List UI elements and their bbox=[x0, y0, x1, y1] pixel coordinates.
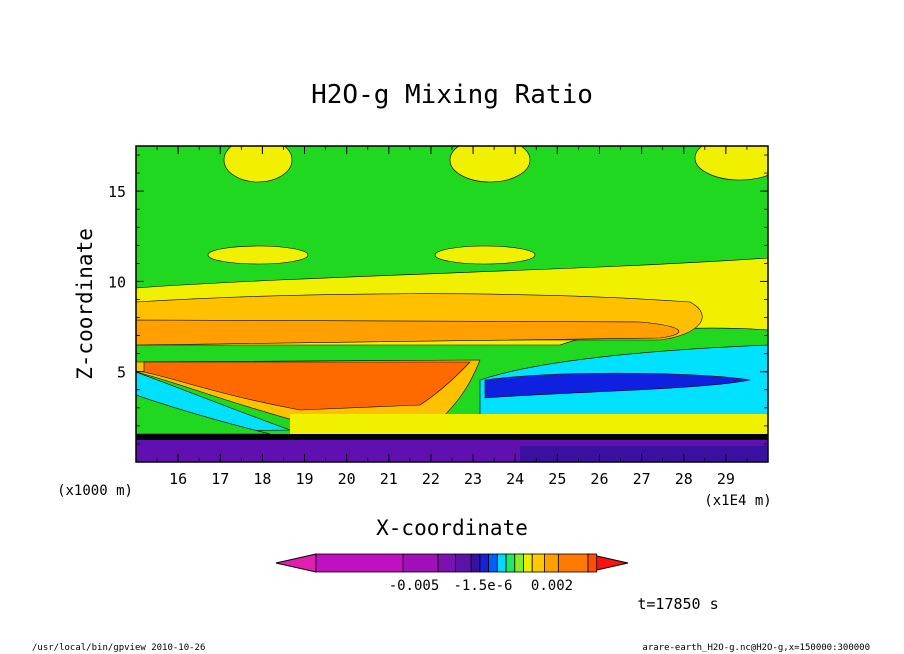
x-tick-label: 29 bbox=[717, 470, 735, 488]
colorbar-cell bbox=[514, 553, 524, 573]
y-axis: 5 10 15 bbox=[108, 154, 768, 445]
colorbar-cell bbox=[587, 553, 598, 573]
colorbar-cell bbox=[505, 553, 516, 573]
colorbar-tick-label: 0.002 bbox=[531, 578, 573, 594]
band-blue bbox=[484, 372, 751, 399]
band-dark-orange bbox=[136, 319, 680, 346]
y-axis-title: Z-coordinate bbox=[73, 228, 97, 380]
x-unit-label: (x1E4 m) bbox=[704, 493, 771, 509]
colorbar-cell bbox=[523, 553, 533, 573]
boundary-line bbox=[136, 434, 768, 440]
x-axis-title: X-coordinate bbox=[376, 516, 528, 540]
x-tick-label: 24 bbox=[506, 470, 524, 488]
x-tick-label: 18 bbox=[253, 470, 271, 488]
colorbar-tick-labels: -0.005 -1.5e-6 0.002 bbox=[389, 578, 573, 594]
colorbar-tick-label: -0.005 bbox=[389, 578, 440, 594]
plot-area bbox=[136, 146, 768, 462]
x-tick-label: 16 bbox=[169, 470, 187, 488]
colorbar-arrow-left bbox=[275, 553, 317, 573]
colorbar bbox=[275, 553, 629, 573]
x-tick-label: 20 bbox=[338, 470, 356, 488]
y-tick-label: 15 bbox=[108, 183, 126, 201]
yellow-blob bbox=[223, 146, 293, 183]
y-tick-label: 5 bbox=[117, 364, 126, 382]
colorbar-cell bbox=[402, 553, 439, 573]
colorbar-cell bbox=[544, 553, 559, 573]
yellow-patch bbox=[434, 245, 536, 265]
y-unit-label: (x1000 m) bbox=[57, 483, 133, 499]
x-tick-label: 25 bbox=[548, 470, 566, 488]
band-green-left bbox=[136, 394, 271, 435]
colorbar-cell bbox=[470, 553, 481, 573]
x-tick-label: 26 bbox=[590, 470, 608, 488]
colorbar-cell bbox=[479, 553, 490, 573]
yellow-patch bbox=[207, 245, 309, 265]
x-tick-label: 21 bbox=[380, 470, 398, 488]
colorbar-cell bbox=[455, 553, 472, 573]
x-tick-label: 17 bbox=[211, 470, 229, 488]
footer-left: /usr/local/bin/gpview 2010-10-26 bbox=[32, 643, 205, 653]
x-tick-label: 27 bbox=[633, 470, 651, 488]
colorbar-cell bbox=[315, 553, 404, 573]
band-yellow-low bbox=[290, 414, 768, 436]
x-axis: 16 17 18 19 20 21 22 23 24 25 26 27 28 29 bbox=[135, 146, 769, 488]
colorbar-cell bbox=[557, 553, 589, 573]
colorbar-cell bbox=[437, 553, 456, 573]
colorbar-cell bbox=[488, 553, 498, 573]
chart-title: H2O-g Mixing Ratio bbox=[311, 80, 593, 110]
colorbar-cell bbox=[496, 553, 507, 573]
band-red-orange bbox=[143, 361, 471, 411]
x-tick-label: 28 bbox=[675, 470, 693, 488]
colorbar-tick-label: -1.5e-6 bbox=[453, 578, 512, 594]
colorbar-cell bbox=[531, 553, 545, 573]
y-tick-label: 10 bbox=[108, 273, 126, 291]
band-indigo bbox=[520, 446, 768, 462]
x-tick-label: 23 bbox=[464, 470, 482, 488]
yellow-blob bbox=[449, 146, 531, 183]
footer-right: arare-earth_H2O-g.nc@H2O-g,x=150000:3000… bbox=[642, 643, 870, 653]
x-tick-label: 22 bbox=[422, 470, 440, 488]
yellow-blob bbox=[694, 146, 768, 181]
x-tick-label: 19 bbox=[296, 470, 314, 488]
time-label: t=17850 s bbox=[637, 595, 718, 613]
